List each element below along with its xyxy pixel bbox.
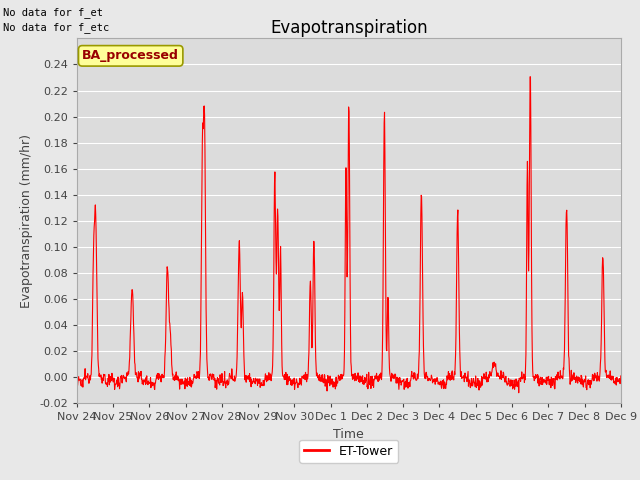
Text: No data for f_et: No data for f_et bbox=[3, 7, 103, 18]
Title: Evapotranspiration: Evapotranspiration bbox=[270, 19, 428, 37]
Text: BA_processed: BA_processed bbox=[82, 49, 179, 62]
Legend: ET-Tower: ET-Tower bbox=[299, 440, 399, 463]
X-axis label: Time: Time bbox=[333, 428, 364, 441]
Text: No data for f_etc: No data for f_etc bbox=[3, 22, 109, 33]
Y-axis label: Evapotranspiration (mm/hr): Evapotranspiration (mm/hr) bbox=[20, 134, 33, 308]
